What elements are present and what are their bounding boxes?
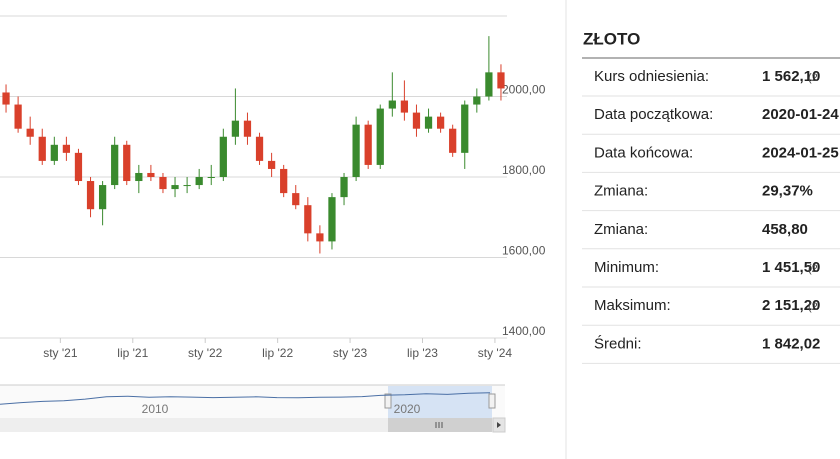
candle-body (147, 172, 155, 177)
x-tick-label: lip '22 (262, 346, 293, 360)
candle-body (98, 185, 107, 210)
scrollbar[interactable] (0, 418, 505, 432)
arrow (497, 422, 501, 428)
candle-body (304, 205, 312, 234)
row-extra: (2 (808, 263, 818, 275)
candle-body (123, 144, 131, 182)
candle-body (135, 172, 143, 182)
candle-body (497, 72, 505, 89)
row-value: 29,37% (762, 183, 813, 200)
scrollbar-grip (435, 422, 443, 428)
candle-body (461, 104, 469, 153)
candle-body (14, 104, 22, 129)
row-value: 1 562,10 (762, 68, 820, 85)
navigator-label: 2020 (394, 402, 421, 416)
row-label: Średni: (594, 334, 642, 352)
candle-body (280, 168, 288, 194)
candle-body (449, 128, 457, 153)
row-label: Data końcowa: (594, 144, 693, 161)
row-label: Zmiana: (594, 221, 648, 238)
candle-body (86, 181, 95, 210)
row-label: Minimum: (594, 259, 659, 276)
candle-body (267, 160, 276, 169)
navigator-line (0, 392, 491, 405)
row-label: Kurs odniesienia: (594, 68, 709, 85)
candle-body (50, 144, 58, 161)
candle-body (26, 128, 34, 137)
y-tick-label: 1800,00 (502, 163, 546, 177)
candle-body (243, 120, 252, 137)
row-extra: (2 (808, 301, 818, 313)
candle-body (352, 124, 360, 177)
candle-body (62, 144, 71, 153)
table-title: ZŁOTO (583, 29, 640, 48)
x-tick-label: lip '21 (117, 346, 148, 360)
row-value: 2024-01-25 (762, 144, 839, 161)
candle-body (364, 124, 372, 165)
candle-body (388, 100, 396, 109)
candle-body (207, 177, 215, 178)
candle-body (74, 152, 83, 182)
x-tick-label: lip '23 (407, 346, 438, 360)
candle-body (231, 120, 240, 137)
navigator-handle[interactable] (384, 393, 392, 409)
candle-body (485, 72, 493, 97)
x-tick-label: sty '24 (478, 346, 513, 360)
candle-body (400, 100, 409, 113)
scrollbar-thumb[interactable] (388, 418, 492, 432)
chart-panel (0, 0, 566, 459)
navigator-label: 2010 (142, 402, 169, 416)
navigator-selection[interactable] (388, 386, 492, 418)
candle-body (195, 177, 203, 186)
candle-body (376, 108, 384, 165)
row-extra: (2 (808, 72, 818, 84)
row-value: 1 842,02 (762, 335, 820, 352)
candle-body (111, 144, 119, 186)
candle-body (38, 136, 46, 161)
row-value: 458,80 (762, 221, 808, 238)
candle-body (424, 116, 433, 129)
candle-body (412, 112, 421, 129)
candle-body (183, 185, 191, 187)
y-tick-label: 2000,00 (502, 83, 546, 97)
candle-body (255, 136, 264, 161)
navigator-handle[interactable] (488, 393, 496, 409)
candle-body (219, 136, 227, 177)
x-tick-label: sty '22 (188, 346, 223, 360)
candle-body (2, 92, 10, 105)
candle-body (436, 116, 445, 129)
y-tick-label: 1400,00 (502, 324, 546, 338)
candle-body (171, 185, 179, 190)
row-label: Zmiana: (594, 183, 648, 200)
y-tick-label: 1600,00 (502, 244, 546, 258)
candle-body (340, 177, 348, 198)
row-value: 2 151,20 (762, 297, 820, 314)
candle-body (292, 193, 300, 206)
candle-body (328, 197, 336, 242)
candle-body (159, 177, 167, 190)
candle-body (316, 233, 324, 242)
x-tick-label: sty '23 (333, 346, 368, 360)
x-tick-label: sty '21 (43, 346, 78, 360)
row-value: 2020-01-24 (762, 106, 839, 123)
row-label: Data początkowa: (594, 106, 713, 123)
candle-body (473, 96, 481, 105)
row-value: 1 451,50 (762, 259, 820, 276)
row-label: Maksimum: (594, 297, 671, 314)
